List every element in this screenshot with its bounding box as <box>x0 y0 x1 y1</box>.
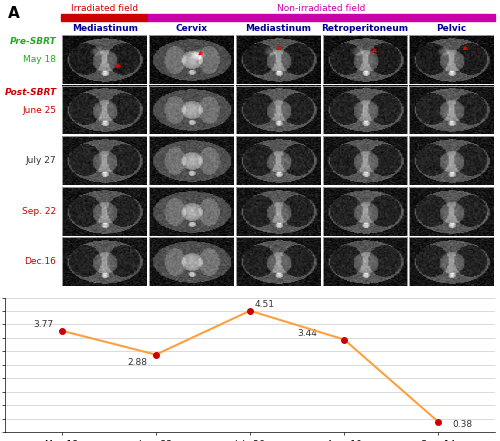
Bar <box>62 237 147 286</box>
Bar <box>236 187 320 235</box>
Bar <box>236 35 320 84</box>
Bar <box>62 86 147 135</box>
Text: July 27: July 27 <box>26 156 56 165</box>
Text: Pelvic: Pelvic <box>436 24 467 33</box>
Bar <box>409 237 494 286</box>
Bar <box>236 136 320 185</box>
Bar <box>322 86 408 135</box>
Bar <box>409 136 494 185</box>
Bar <box>236 237 320 286</box>
Text: Post-SBRT: Post-SBRT <box>4 87 57 97</box>
Bar <box>322 187 408 235</box>
Text: Irradiated field: Irradiated field <box>71 4 138 13</box>
Bar <box>148 14 495 21</box>
Bar <box>322 237 408 286</box>
Text: Mediastinum: Mediastinum <box>72 24 138 33</box>
Text: Sep. 22: Sep. 22 <box>22 207 56 216</box>
Text: Dec.16: Dec.16 <box>24 257 56 266</box>
Bar <box>149 237 234 286</box>
Bar <box>149 187 234 235</box>
Bar <box>149 86 234 135</box>
Bar <box>322 35 408 84</box>
Text: Pre-SBRT: Pre-SBRT <box>10 37 56 46</box>
Text: 3.44: 3.44 <box>297 329 317 338</box>
Bar <box>149 136 234 185</box>
Text: 2.88: 2.88 <box>128 358 148 366</box>
Text: 4.51: 4.51 <box>254 300 274 309</box>
Text: 3.77: 3.77 <box>34 320 54 329</box>
Text: A: A <box>8 6 19 21</box>
Bar <box>62 187 147 235</box>
Text: May 18: May 18 <box>24 55 56 64</box>
Text: Cervix: Cervix <box>176 24 208 33</box>
Text: Non-irradiated field: Non-irradiated field <box>278 4 366 13</box>
Bar <box>409 86 494 135</box>
Text: Retroperitoneum: Retroperitoneum <box>322 24 408 33</box>
Bar <box>236 86 320 135</box>
Bar <box>409 187 494 235</box>
Bar <box>322 136 408 185</box>
Text: 0.38: 0.38 <box>452 419 472 429</box>
Bar <box>149 35 234 84</box>
Bar <box>409 35 494 84</box>
Bar <box>62 35 147 84</box>
Bar <box>62 14 148 21</box>
Text: June 25: June 25 <box>22 105 56 115</box>
Bar <box>62 136 147 185</box>
Text: Mediastinum: Mediastinum <box>245 24 311 33</box>
